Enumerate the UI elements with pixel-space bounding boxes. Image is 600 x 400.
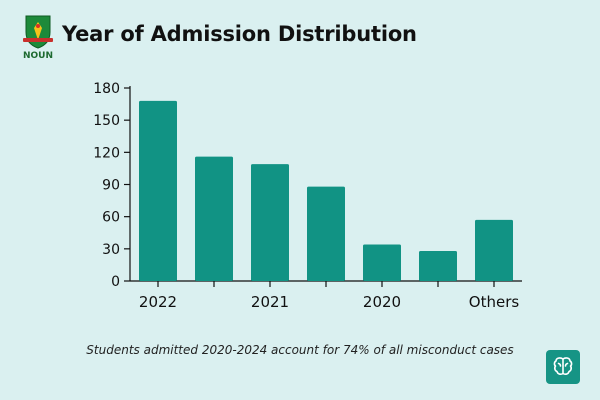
brain-icon xyxy=(553,357,573,375)
bar-chart: 0 30 60 90 120 150 180 2022 2021 2020 Others xyxy=(93,81,522,311)
bar xyxy=(251,164,289,281)
bar xyxy=(363,244,401,281)
bar xyxy=(307,186,345,281)
y-tick-label: 150 xyxy=(93,113,120,129)
y-tick-label: 180 xyxy=(93,81,120,97)
noun-logo: NOUN xyxy=(23,15,53,61)
footnote: Students admitted 2020-2024 account for … xyxy=(86,343,514,357)
y-tick-label: 60 xyxy=(102,210,120,226)
brain-badge xyxy=(546,350,580,384)
y-tick-label: 120 xyxy=(93,145,120,161)
logo-text: NOUN xyxy=(23,51,53,61)
bar xyxy=(475,219,513,281)
page-title: Year of Admission Distribution xyxy=(62,22,417,46)
x-tick-label: 2020 xyxy=(363,293,401,311)
y-tick-label: 0 xyxy=(111,274,120,290)
y-tick-label: 30 xyxy=(102,242,120,258)
x-tick-label: 2022 xyxy=(139,293,177,311)
x-tick-label: 2021 xyxy=(251,293,289,311)
bar xyxy=(195,156,233,281)
bar xyxy=(419,250,457,281)
bar xyxy=(139,100,177,281)
x-tick-label: Others xyxy=(469,293,520,311)
y-tick-label: 90 xyxy=(102,178,120,194)
